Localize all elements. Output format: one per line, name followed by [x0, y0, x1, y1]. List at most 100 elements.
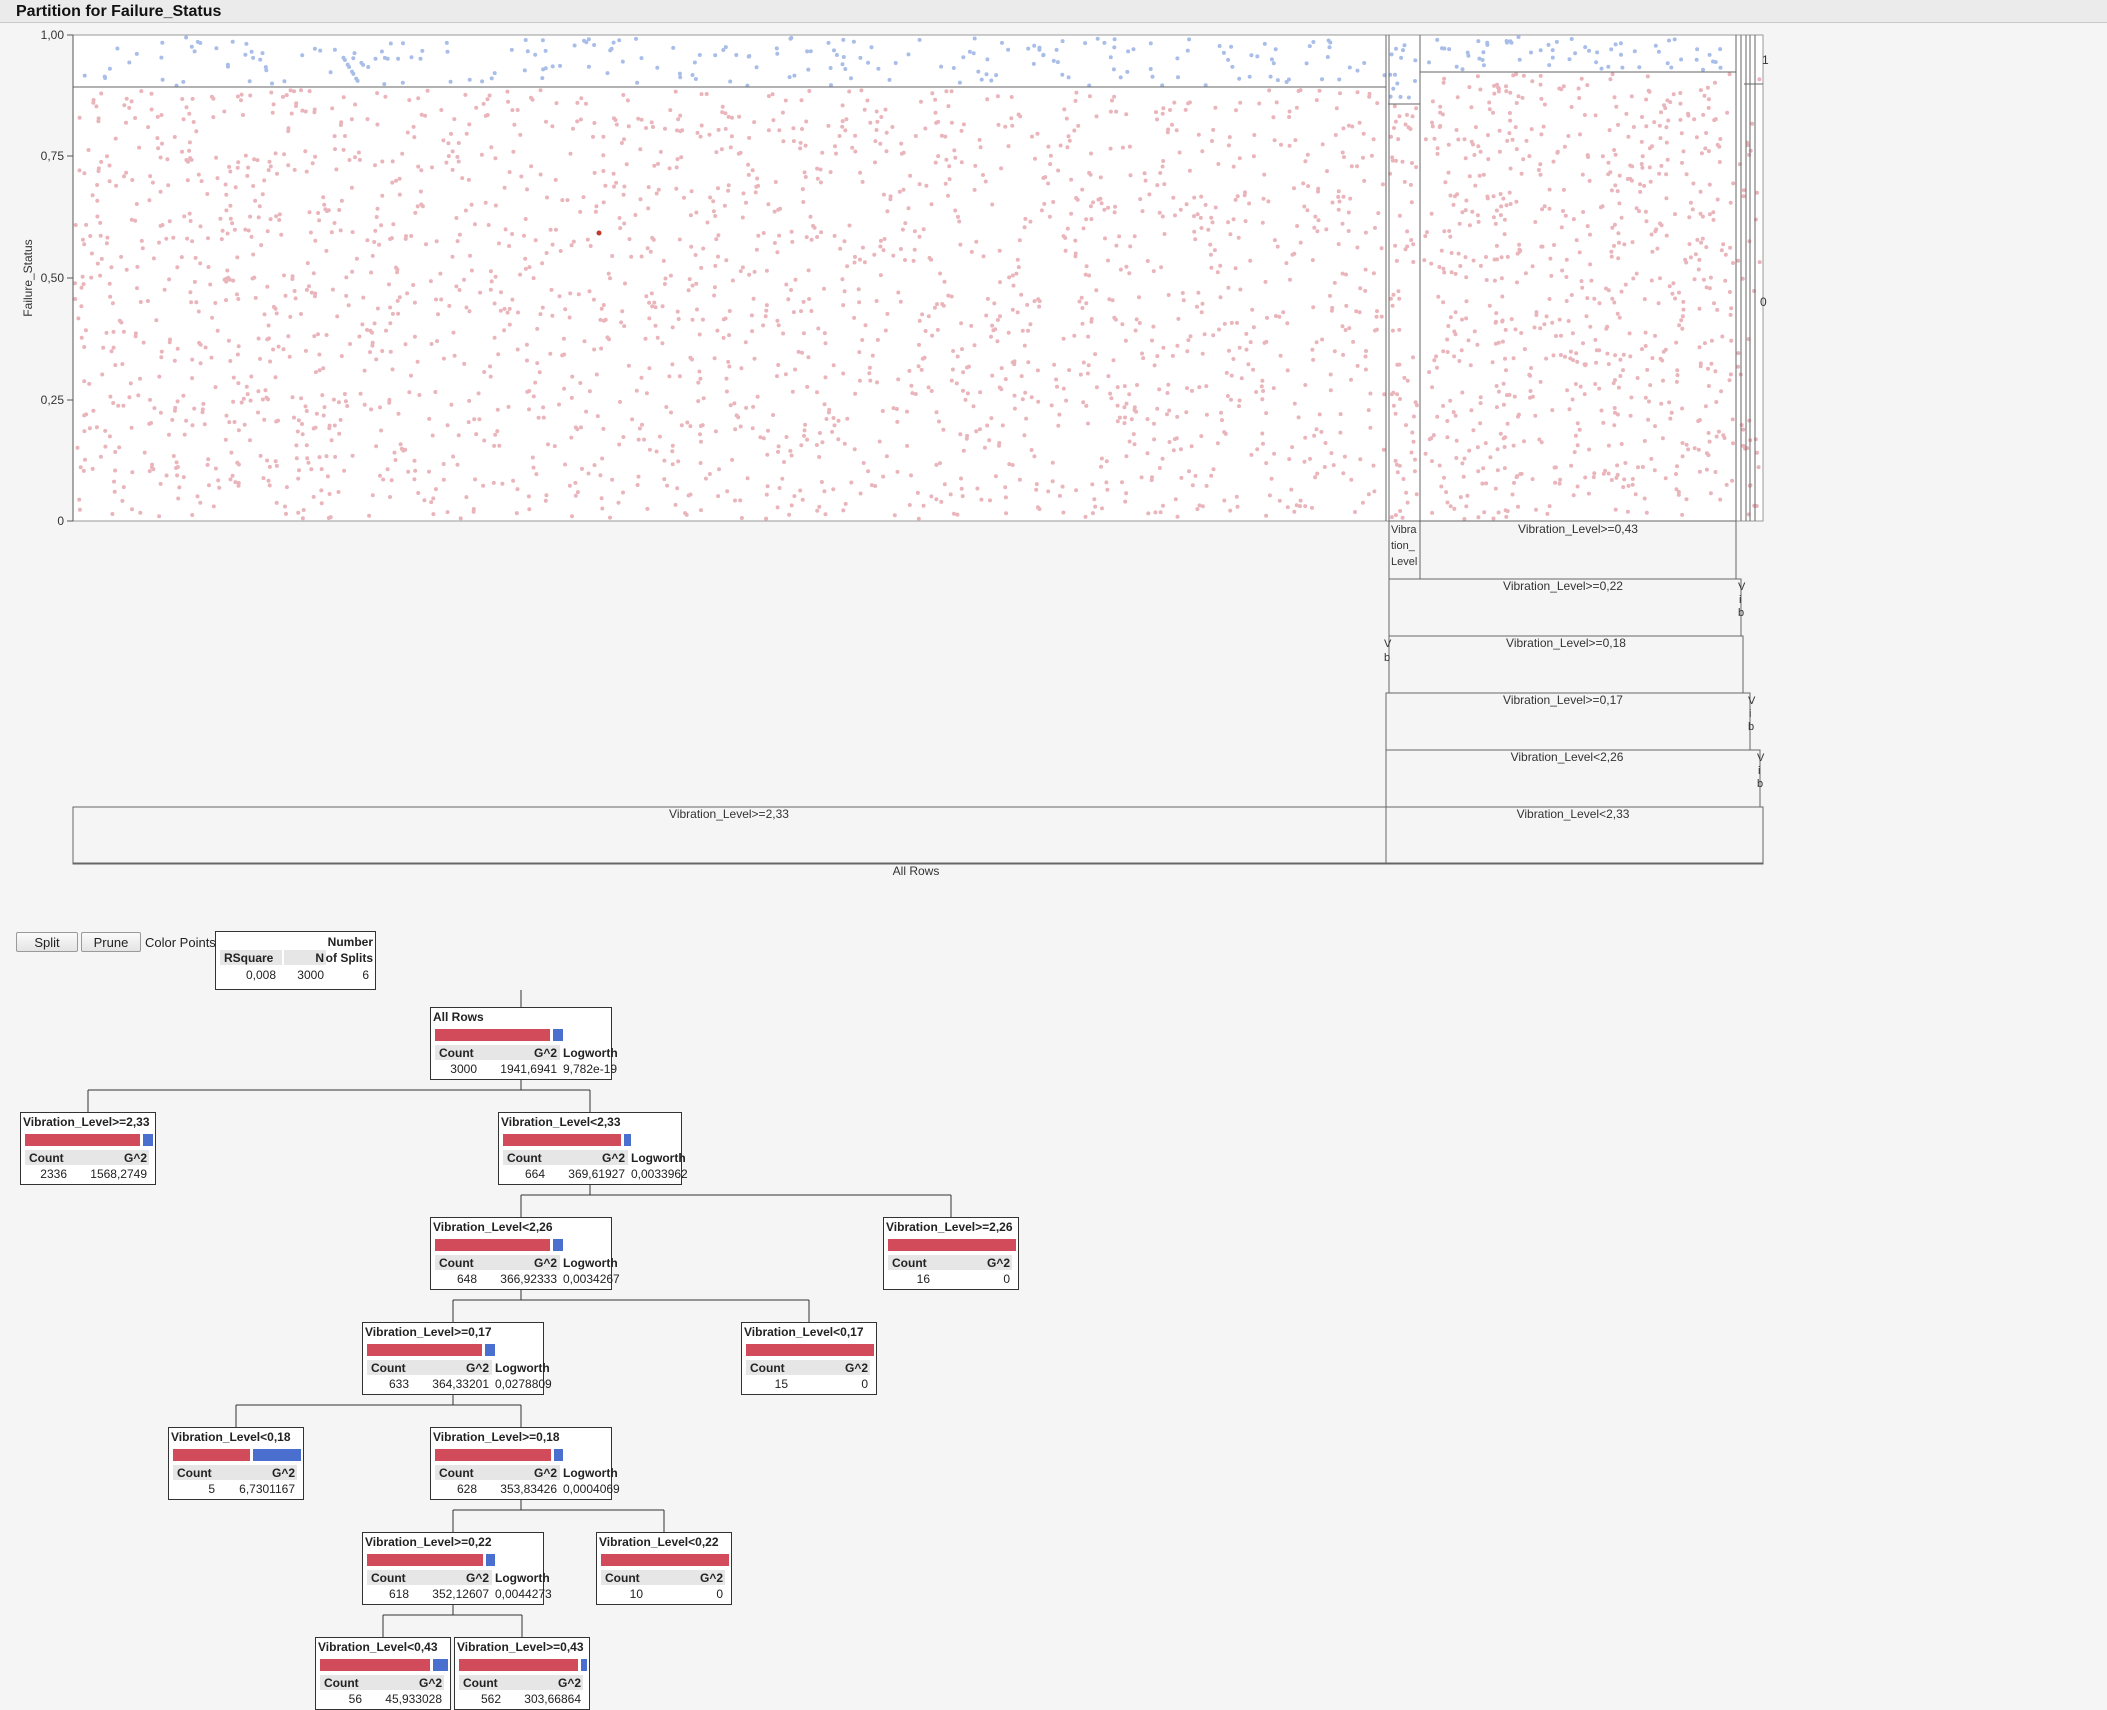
data-point [200, 410, 205, 415]
tree-node[interactable]: Vibration_Level>=0,43 Count G^2 562 303,6686… [454, 1637, 590, 1710]
data-point [1043, 175, 1048, 180]
tree-node[interactable]: Vibration_Level>=0,18 Count G^2 Logworth 628… [430, 1427, 620, 1500]
data-point [763, 314, 768, 319]
data-point [947, 164, 952, 169]
data-point [841, 37, 846, 42]
data-point [956, 214, 960, 219]
data-point [107, 163, 112, 168]
data-point [326, 516, 331, 520]
data-point [979, 77, 984, 82]
data-point [1394, 46, 1398, 51]
y-axis-label: Failure_Status [21, 239, 35, 316]
data-point [1668, 416, 1673, 421]
data-point [851, 39, 856, 44]
data-point [817, 504, 822, 509]
label-tiny-i: i [1739, 594, 1741, 606]
data-point [1120, 480, 1124, 485]
data-point [942, 482, 947, 487]
data-point [387, 400, 392, 405]
data-point [1333, 133, 1338, 137]
data-point [675, 128, 679, 133]
data-point [1579, 76, 1584, 81]
data-point [1630, 164, 1635, 169]
tree-node[interactable]: Vibration_Level<0,18 Count G^2 5 6,7301167 [168, 1427, 304, 1500]
data-point [158, 223, 163, 228]
data-point [181, 393, 186, 398]
data-point [1099, 201, 1104, 206]
data-point [905, 409, 909, 414]
tree-node[interactable]: Vibration_Level<0,17 Count G^2 15 0 [741, 1322, 877, 1395]
data-point [998, 280, 1002, 285]
data-point [1257, 101, 1262, 106]
data-point [507, 306, 512, 311]
node-count-header: Count [439, 1466, 474, 1480]
data-point [390, 367, 395, 372]
node-title: Vibration_Level>=0,17 [365, 1325, 492, 1339]
data-point [1179, 475, 1184, 480]
data-point [869, 483, 874, 488]
data-point [292, 415, 296, 420]
data-point [377, 242, 382, 247]
data-point [294, 101, 299, 106]
data-point [752, 356, 757, 361]
data-point [491, 480, 496, 485]
tree-node[interactable]: Vibration_Level>=2,26 Count G^2 16 0 [883, 1217, 1019, 1290]
tree-node[interactable]: All Rows Count G^2 Logworth 3000 1941,6941 9,7… [430, 1007, 618, 1080]
data-point [869, 45, 874, 50]
data-point [1567, 407, 1572, 412]
data-point [1363, 230, 1368, 235]
data-point [834, 53, 839, 57]
data-point [1393, 513, 1398, 518]
data-point [81, 468, 86, 473]
data-point [506, 99, 511, 104]
data-point [229, 450, 234, 455]
data-point [1319, 429, 1324, 434]
data-point [1212, 248, 1217, 253]
data-point [188, 156, 193, 161]
data-point [890, 125, 895, 129]
data-point [1575, 443, 1580, 448]
data-point [929, 202, 934, 207]
data-point [313, 154, 318, 159]
report-title-bar[interactable]: Partition for Failure_Status [0, 0, 2107, 23]
data-point [146, 125, 151, 130]
data-point [1441, 349, 1446, 354]
color-points-button[interactable]: Color Points [145, 935, 216, 950]
data-point [1448, 234, 1453, 239]
tree-node[interactable]: Vibration_Level<2,26 Count G^2 Logworth 648 3… [430, 1217, 620, 1290]
tree-node[interactable]: Vibration_Level<0,22 Count G^2 10 0 [596, 1532, 732, 1605]
tree-node[interactable]: Vibration_Level<0,43 Count G^2 56 45,933028 [315, 1637, 451, 1710]
data-point [1029, 448, 1034, 452]
data-point [1569, 463, 1574, 468]
data-point [944, 89, 949, 94]
prune-button[interactable]: Prune [81, 932, 141, 952]
data-point [947, 177, 952, 182]
data-point [1485, 194, 1490, 199]
data-point [514, 511, 519, 516]
data-point [506, 404, 511, 409]
data-point [1482, 510, 1487, 515]
data-point [1046, 489, 1051, 494]
data-point [997, 248, 1002, 253]
data-point [73, 281, 77, 286]
data-point [1196, 132, 1201, 137]
data-point [563, 462, 568, 467]
data-point [1051, 58, 1056, 63]
data-point [130, 178, 135, 182]
tree-node[interactable]: Vibration_Level>=2,33 Count G^2 2336 1568,27… [20, 1112, 156, 1185]
data-point [324, 248, 329, 253]
node-title: Vibration_Level>=0,43 [457, 1640, 584, 1654]
tree-node[interactable]: Vibration_Level<2,33 Count G^2 Logworth 664 3… [498, 1112, 688, 1185]
tree-node[interactable]: Vibration_Level>=0,17 Count G^2 Logworth 633… [362, 1322, 552, 1395]
data-point [1496, 510, 1501, 515]
data-point [416, 96, 421, 101]
data-point [1026, 328, 1030, 333]
data-point [488, 364, 492, 369]
data-point [1401, 477, 1406, 481]
data-point [645, 246, 650, 251]
tree-node[interactable]: Vibration_Level>=0,22 Count G^2 Logworth 618… [362, 1532, 552, 1605]
data-point [1026, 46, 1031, 51]
data-point [730, 115, 734, 120]
split-button[interactable]: Split [16, 932, 78, 952]
data-point [1340, 150, 1345, 155]
